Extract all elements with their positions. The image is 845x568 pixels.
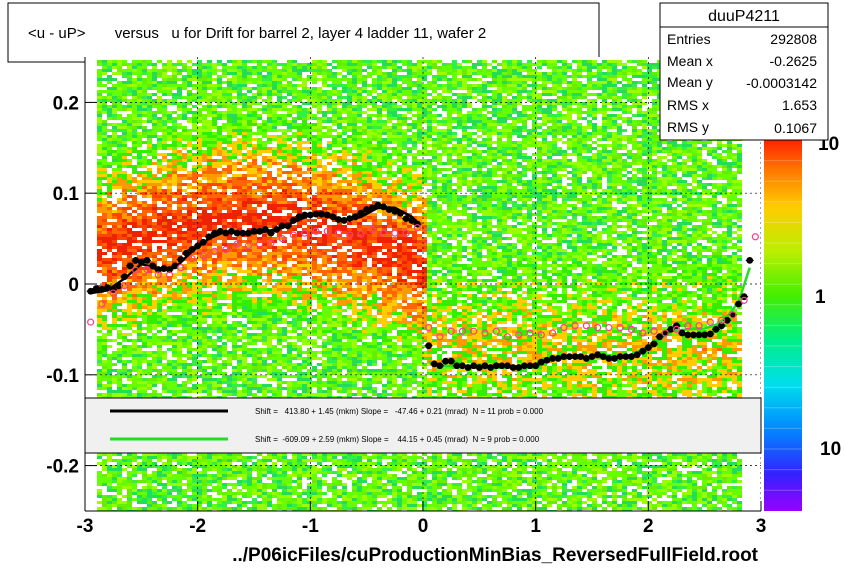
x-tick-label: 2 [643,516,654,537]
chart-title: <u - uP> versus u for Drift for barrel 2… [28,25,486,42]
x-tick-label: 0 [418,516,429,537]
legend-text-black: Shift = 413.80 + 1.45 (mkm) Slope = -47.… [255,407,544,416]
stats-box: duuP4211 Entries 292808 Mean x -0.2625 M… [660,3,828,140]
stats-label: RMS y [667,119,709,135]
stats-value: -0.2625 [770,53,818,69]
stats-label: Entries [667,31,711,47]
stats-label: Mean x [667,53,713,69]
stats-name: duuP4211 [708,8,780,25]
x-tick-label: 1 [530,516,541,537]
x-tick-label: 3 [756,516,767,537]
fit-legend: Shift = 413.80 + 1.45 (mkm) Slope = -47.… [85,398,761,453]
stats-value: 0.1067 [774,120,817,136]
x-tick-label: -3 [77,516,94,537]
stats-value: 292808 [770,31,817,47]
y-tick-label: 0.2 [53,93,79,114]
stats-value: 1.653 [782,97,817,113]
y-tick-label: -0.2 [46,457,79,478]
legend-text-green: Shift = -609.09 + 2.59 (mkm) Slope = 44.… [255,435,540,444]
y-tick-label: 0.1 [53,184,80,205]
y-tick-label: -0.1 [46,366,79,387]
palette-label-bottom: 10 [820,439,841,460]
title-box: <u - uP> versus u for Drift for barrel 2… [8,3,599,62]
color-palette: 10 1 10 [764,134,841,511]
stats-label: Mean y [667,74,713,90]
x-axis-label: ../P06icFiles/cuProductionMinBias_Revers… [232,545,758,566]
y-tick-label: 0 [68,275,79,296]
stats-label: RMS x [667,97,709,113]
x-tick-label: -1 [302,516,319,537]
palette-label-mid: 1 [815,287,826,308]
stats-value: -0.0003142 [746,75,817,91]
x-tick-label: -2 [189,516,206,537]
